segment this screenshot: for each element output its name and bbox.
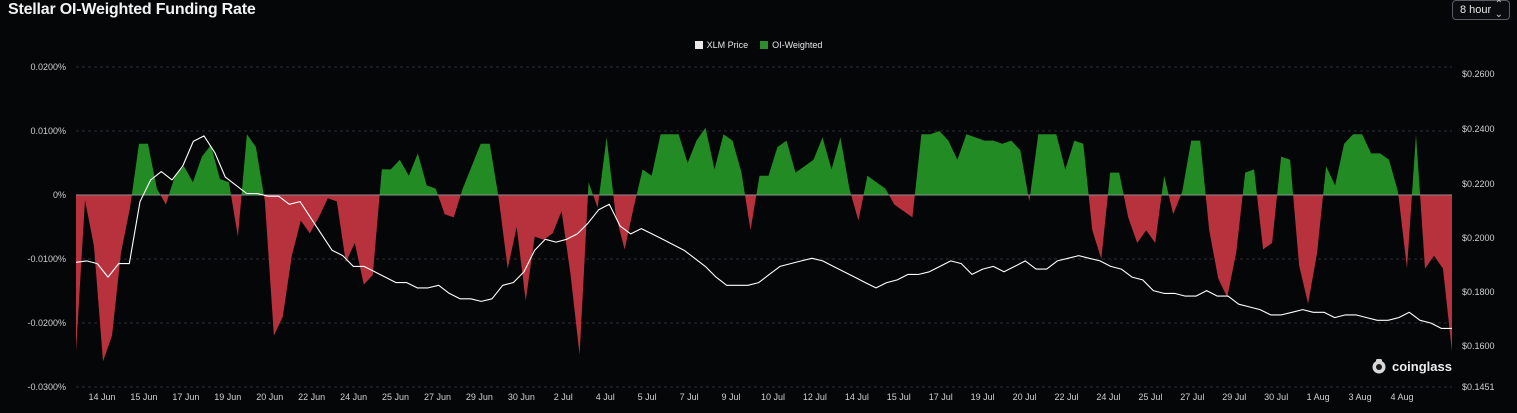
x-axis-tick-label: 22 Jul bbox=[1055, 392, 1079, 402]
funding-area-negative bbox=[76, 195, 1452, 362]
xlm-price-line bbox=[75, 135, 1452, 329]
x-axis-tick-label: 4 Jul bbox=[596, 392, 615, 402]
legend-swatch-xlm-price bbox=[694, 41, 703, 49]
x-axis-tick-label: 29 Jul bbox=[1222, 392, 1246, 402]
x-axis-tick-label: 14 Jun bbox=[88, 392, 115, 402]
x-axis-tick-label: 25 Jun bbox=[382, 392, 409, 402]
left-axis-tick-label: 0.0200% bbox=[30, 62, 66, 72]
chart-legend: XLM Price OI-Weighted bbox=[0, 40, 1517, 50]
x-axis-tick-label: 24 Jul bbox=[1096, 392, 1120, 402]
x-axis-tick-label: 27 Jul bbox=[1180, 392, 1204, 402]
coinglass-watermark: coinglass bbox=[1370, 357, 1452, 375]
chevron-updown-icon: ⌃ ⌄ bbox=[1494, 0, 1503, 20]
x-axis-tick-label: 19 Jun bbox=[214, 392, 241, 402]
left-axis-tick-label: -0.0100% bbox=[27, 254, 66, 264]
x-axis-tick-label: 15 Jul bbox=[887, 392, 911, 402]
coinglass-logo-icon bbox=[1372, 359, 1386, 374]
x-axis-tick-label: 17 Jun bbox=[172, 392, 199, 402]
x-axis-tick-label: 4 Aug bbox=[1390, 392, 1413, 402]
right-axis-tick-label: $0.1451 bbox=[1462, 382, 1495, 392]
x-axis-tick-label: 15 Jun bbox=[130, 392, 157, 402]
right-axis-tick-label: $0.2000 bbox=[1462, 233, 1495, 243]
x-axis-tick-label: 30 Jun bbox=[508, 392, 535, 402]
legend-item-xlm-price[interactable]: XLM Price bbox=[694, 40, 749, 50]
x-axis-tick-label: 2 Jul bbox=[554, 392, 573, 402]
x-axis-tick-label: 14 Jul bbox=[845, 392, 869, 402]
right-axis-tick-label: $0.1600 bbox=[1462, 341, 1495, 351]
brand-name: coinglass bbox=[1392, 358, 1452, 374]
legend-swatch-oi-weighted bbox=[760, 41, 769, 49]
interval-value: 8 hour bbox=[1460, 4, 1492, 16]
x-axis-tick-label: 24 Jun bbox=[340, 392, 367, 402]
funding-area-positive bbox=[76, 127, 1452, 195]
legend-label-xlm-price: XLM Price bbox=[706, 40, 749, 50]
x-axis-tick-label: 17 Jul bbox=[929, 392, 953, 402]
x-axis-tick-label: 20 Jun bbox=[256, 392, 283, 402]
x-axis-tick-label: 9 Jul bbox=[722, 392, 741, 402]
right-axis-tick-label: $0.1800 bbox=[1462, 287, 1495, 297]
left-axis-tick-label: 0.0100% bbox=[30, 126, 66, 136]
x-axis-tick-label: 20 Jul bbox=[1013, 392, 1037, 402]
right-axis-tick-label: $0.2400 bbox=[1462, 124, 1495, 134]
interval-select[interactable]: 8 hour ⌃ ⌄ bbox=[1452, 0, 1510, 20]
x-axis-tick-label: 12 Jul bbox=[803, 392, 827, 402]
right-axis-tick-label: $0.2200 bbox=[1462, 179, 1495, 189]
left-axis-tick-label: -0.0200% bbox=[27, 318, 66, 328]
x-axis-tick-label: 1 Aug bbox=[1307, 392, 1330, 402]
left-axis-tick-label: 0% bbox=[53, 190, 66, 200]
left-axis-tick-label: -0.0300% bbox=[27, 382, 66, 392]
x-axis-tick-label: 19 Jul bbox=[971, 392, 995, 402]
x-axis-tick-label: 3 Aug bbox=[1349, 392, 1372, 402]
x-axis-tick-label: 27 Jun bbox=[424, 392, 451, 402]
x-axis-tick-label: 10 Jul bbox=[761, 392, 785, 402]
x-axis-tick-label: 7 Jul bbox=[680, 392, 699, 402]
legend-item-oi-weighted[interactable]: OI-Weighted bbox=[760, 40, 822, 50]
x-axis-tick-label: 30 Jul bbox=[1264, 392, 1288, 402]
x-axis-tick-label: 22 Jun bbox=[298, 392, 325, 402]
x-axis-tick-label: 5 Jul bbox=[638, 392, 657, 402]
right-axis-tick-label: $0.2600 bbox=[1462, 69, 1495, 79]
legend-label-oi-weighted: OI-Weighted bbox=[772, 40, 823, 50]
x-axis-tick-label: 25 Jul bbox=[1138, 392, 1162, 402]
page-title: Stellar OI-Weighted Funding Rate bbox=[8, 1, 256, 18]
x-axis-tick-label: 29 Jun bbox=[466, 392, 493, 402]
